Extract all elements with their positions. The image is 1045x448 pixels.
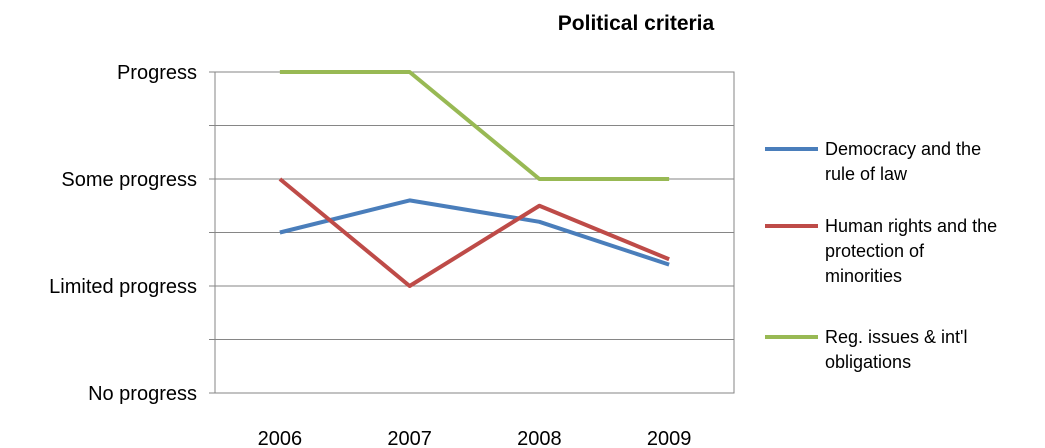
x-tick-label: 2007 xyxy=(387,428,432,448)
legend-label-2: Human rights and the protection of minorit… xyxy=(825,216,997,286)
series-line-1 xyxy=(279,198,670,267)
y-axis: No progress Limited progress Some progress… xyxy=(49,62,215,405)
gridlines xyxy=(215,125,734,340)
series-line-2 xyxy=(278,177,670,288)
y-tick-label: Some progress xyxy=(61,169,197,191)
y-tick-label: Limited progress xyxy=(49,276,197,298)
series-lines xyxy=(278,70,670,288)
legend-label-3: Reg. issues & int'l obligations xyxy=(825,327,968,372)
y-tick-label: Progress xyxy=(117,62,197,84)
legend: Democracy and the rule of law Human rights… xyxy=(765,139,997,372)
x-tick-label: 2009 xyxy=(647,428,692,448)
legend-label-1: Democracy and the rule of law xyxy=(825,139,981,184)
chart-title: Political criteria xyxy=(558,12,715,35)
y-tick-label: No progress xyxy=(88,383,197,405)
x-tick-label: 2008 xyxy=(517,428,562,448)
x-axis: 2006 2007 2008 2009 xyxy=(258,428,692,448)
x-tick-label: 2006 xyxy=(258,428,303,448)
series-line-3 xyxy=(279,70,670,181)
